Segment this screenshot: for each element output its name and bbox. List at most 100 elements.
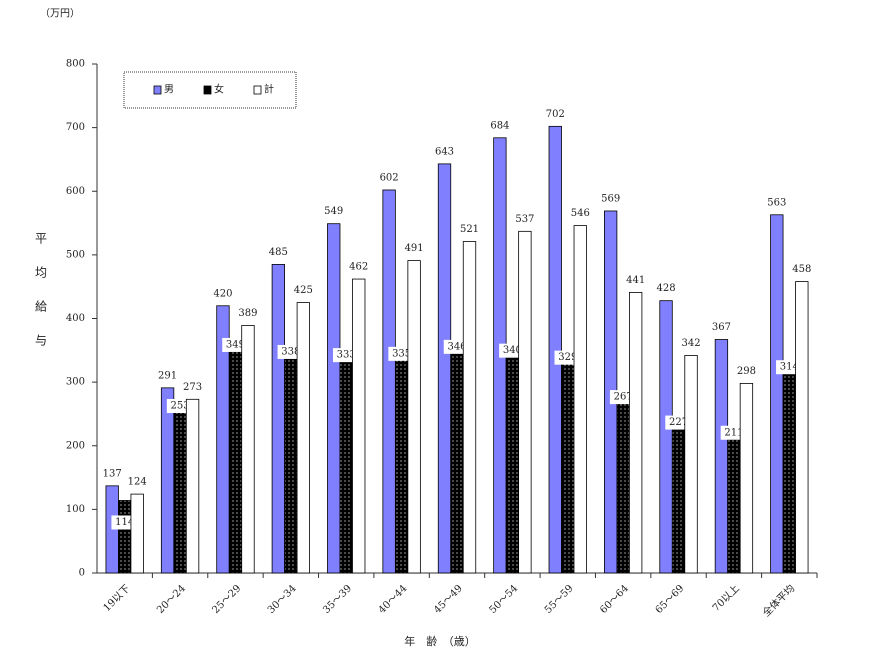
value-label: 291 [158,370,177,381]
bar [271,264,285,574]
value-label: 684 [490,120,509,131]
value-label: 211 [724,427,743,438]
value-label: 227 [669,417,688,428]
bar [659,300,673,574]
bar [382,189,396,574]
x-tick-label: 19以下 [102,583,133,614]
value-label: 340 [503,345,522,356]
value-label: 329 [558,352,577,363]
value-label: 124 [128,477,147,488]
bar [782,372,796,574]
bar [795,281,809,574]
bar [739,382,754,574]
x-tick-label: 55～59 [543,583,576,616]
bar [160,387,175,574]
y-tick-label: 500 [66,249,85,260]
bar [241,325,255,574]
bar [561,363,575,574]
bar [573,225,587,574]
y-tick-label: 400 [66,313,85,324]
bar [548,125,562,574]
value-label: 485 [269,247,288,258]
legend-label: 女 [214,83,224,96]
bar [130,493,144,574]
bar [770,214,784,574]
bar [684,355,698,574]
value-label: 114 [115,517,134,528]
bar [518,230,532,574]
value-label: 546 [571,208,590,219]
value-label: 441 [626,275,645,286]
value-label: 314 [780,362,799,373]
x-tick-label: 全体平均 [760,582,797,619]
x-tick-label: 60～64 [598,583,631,616]
value-label: 491 [405,243,424,254]
bar [437,163,452,574]
y-tick-label: 200 [66,440,85,451]
x-tick-label: 65～69 [654,583,687,616]
value-label: 458 [792,264,811,275]
value-label: 537 [515,214,534,225]
value-label: 349 [226,339,245,350]
value-label: 273 [183,382,202,393]
x-axis-label: 年 齢 （歳） [404,634,476,648]
bar [462,241,477,574]
value-label: 643 [435,146,454,157]
bar [616,402,630,574]
value-label: 346 [447,341,466,352]
bar [505,356,520,574]
value-label: 428 [656,283,675,294]
value-label: 367 [712,322,731,333]
bar [727,438,741,574]
legend-swatch [203,85,212,95]
y-tick-label: 800 [66,59,85,70]
unit-label: （万円） [40,8,80,20]
bar [327,223,341,574]
value-label: 549 [324,206,343,217]
bar [450,352,464,574]
x-tick-label: 40～44 [377,583,410,616]
value-label: 267 [614,392,633,403]
x-tick-label: 45～49 [432,583,465,616]
bar [352,278,366,574]
bar [185,398,200,574]
value-label: 335 [392,348,411,359]
bar [296,302,310,574]
value-label: 462 [349,262,368,273]
y-tick-label: 0 [79,568,85,579]
value-label: 702 [546,109,565,120]
value-label: 342 [681,338,700,349]
bar [228,350,243,574]
bar [339,360,353,574]
value-label: 137 [103,468,122,479]
value-label: 521 [460,224,479,235]
y-tick-label: 600 [66,186,85,197]
value-label: 569 [601,193,620,204]
value-label: 333 [337,350,356,361]
value-label: 602 [380,172,399,183]
x-tick-label: 35～39 [321,583,354,616]
x-tick-label: 20～24 [155,583,188,616]
x-tick-label: 70以上 [710,582,742,614]
bar [284,357,298,574]
value-label: 253 [171,401,190,412]
bar [394,359,409,574]
y-tick-label: 300 [66,377,85,388]
value-label: 298 [737,366,756,377]
bar [173,411,187,574]
value-label: 389 [238,308,257,319]
bar [714,339,729,574]
y-tick-label: 100 [66,504,85,515]
x-tick-label: 25～29 [211,583,244,616]
bar [629,292,643,574]
value-label: 338 [281,346,300,357]
y-tick-label: 700 [66,122,85,133]
value-label: 425 [294,285,313,296]
value-label: 420 [213,288,232,299]
y-axis-label: 平均給与 [34,232,48,368]
x-tick-label: 30～34 [266,583,299,616]
legend-label: 男 [164,84,174,96]
legend-swatch [153,85,162,95]
